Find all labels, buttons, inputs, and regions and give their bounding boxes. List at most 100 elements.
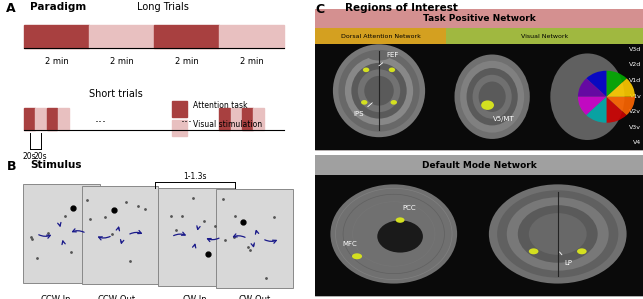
Bar (82, 186, 158, 284)
Ellipse shape (529, 248, 538, 254)
Text: Visual stimulation: Visual stimulation (193, 120, 262, 129)
Text: V1d: V1d (629, 78, 641, 83)
Ellipse shape (377, 220, 423, 253)
Text: Default Mode Network: Default Mode Network (422, 161, 536, 170)
Text: MFC: MFC (342, 241, 357, 247)
Ellipse shape (351, 63, 406, 119)
Bar (315, 9, 643, 28)
Text: A: A (6, 1, 16, 15)
Ellipse shape (345, 57, 413, 125)
Bar (47, 108, 57, 130)
Wedge shape (578, 78, 606, 97)
Text: 2 min: 2 min (110, 57, 134, 66)
Text: V2v: V2v (629, 109, 641, 114)
Text: CCW-In: CCW-In (41, 295, 71, 299)
Wedge shape (586, 97, 606, 123)
Text: LP: LP (559, 252, 573, 266)
Ellipse shape (507, 197, 609, 271)
Ellipse shape (489, 184, 626, 283)
Bar (24, 108, 35, 130)
Text: Paradigm: Paradigm (30, 1, 86, 12)
Text: Attention task: Attention task (193, 101, 248, 110)
Text: IPS: IPS (354, 103, 372, 117)
Bar (89, 25, 154, 48)
Wedge shape (586, 71, 606, 97)
Ellipse shape (333, 44, 425, 137)
Text: C: C (315, 3, 324, 16)
Ellipse shape (478, 82, 505, 112)
Text: V3v: V3v (629, 125, 641, 130)
Ellipse shape (363, 68, 369, 72)
Text: Short trials: Short trials (89, 89, 143, 99)
Bar (253, 108, 264, 130)
Bar (172, 101, 187, 117)
Text: 2 min: 2 min (175, 57, 199, 66)
Ellipse shape (455, 54, 530, 139)
Wedge shape (606, 97, 627, 123)
Text: ...: ... (181, 112, 193, 125)
Bar (446, 28, 643, 44)
Text: PCC: PCC (403, 205, 417, 211)
Text: V2d: V2d (629, 62, 641, 68)
Ellipse shape (497, 190, 619, 277)
Wedge shape (606, 71, 627, 97)
Bar (315, 175, 643, 296)
Ellipse shape (358, 69, 400, 112)
Text: 20s: 20s (23, 152, 36, 161)
Text: ...: ... (95, 112, 107, 125)
Ellipse shape (550, 54, 624, 140)
Text: CCW-Out: CCW-Out (97, 295, 136, 299)
Text: B: B (6, 160, 16, 173)
Wedge shape (606, 78, 635, 97)
Bar (315, 155, 643, 175)
Ellipse shape (331, 184, 457, 283)
Bar (219, 25, 284, 48)
Ellipse shape (361, 100, 368, 105)
Text: Regions of Interest: Regions of Interest (345, 3, 457, 13)
Bar (315, 155, 643, 296)
Text: 2 min: 2 min (45, 57, 69, 66)
Text: V4: V4 (633, 140, 641, 145)
Ellipse shape (467, 68, 518, 126)
Wedge shape (578, 97, 606, 115)
Bar (217, 189, 293, 288)
Text: 1-1.3s: 1-1.3s (183, 172, 206, 181)
Ellipse shape (460, 61, 524, 133)
Text: Visual Network: Visual Network (521, 34, 568, 39)
Ellipse shape (518, 205, 598, 263)
Ellipse shape (352, 253, 362, 259)
Text: CW-Out: CW-Out (239, 295, 271, 299)
Bar (231, 108, 241, 130)
Bar (35, 108, 46, 130)
Text: Stimulus: Stimulus (30, 160, 82, 170)
Bar (172, 120, 187, 136)
Text: CW-In: CW-In (182, 295, 207, 299)
Ellipse shape (395, 217, 404, 223)
Bar (315, 9, 643, 150)
Ellipse shape (365, 76, 394, 106)
Bar (242, 108, 253, 130)
Bar (315, 44, 643, 150)
Text: FEF: FEF (379, 52, 398, 66)
Bar (58, 108, 69, 130)
Ellipse shape (529, 213, 586, 255)
Bar (154, 25, 219, 48)
Ellipse shape (577, 248, 586, 254)
Ellipse shape (481, 100, 494, 110)
Bar (24, 25, 89, 48)
Bar (23, 184, 100, 283)
Text: Task Positive Network: Task Positive Network (422, 14, 536, 23)
Text: 20s: 20s (34, 152, 48, 161)
Ellipse shape (368, 51, 390, 61)
Text: 2 min: 2 min (240, 57, 264, 66)
Ellipse shape (389, 68, 395, 72)
Text: V3d: V3d (629, 47, 641, 52)
Bar (158, 188, 235, 286)
Text: V1v: V1v (629, 94, 641, 99)
Wedge shape (606, 97, 635, 115)
Bar (315, 28, 446, 44)
Ellipse shape (338, 50, 420, 132)
Text: Dorsal Attention Network: Dorsal Attention Network (341, 34, 421, 39)
Bar (219, 108, 230, 130)
Text: Long Trials: Long Trials (137, 1, 189, 12)
